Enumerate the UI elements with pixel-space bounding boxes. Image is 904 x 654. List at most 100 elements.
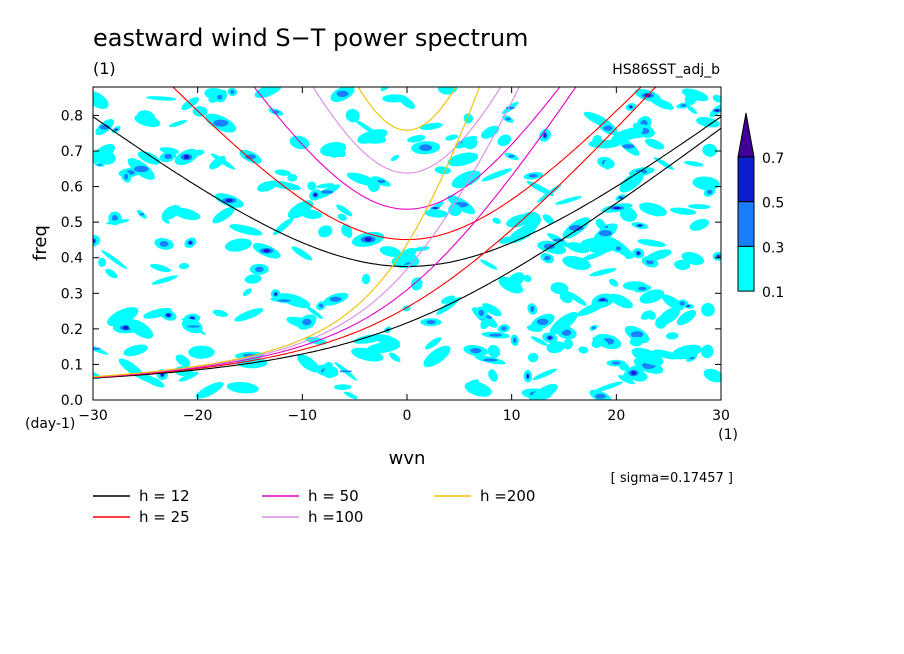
- contour-blob: [242, 288, 252, 296]
- legend-label: h = 25: [139, 508, 190, 526]
- contour-blob: [192, 106, 208, 117]
- contour-blob: [188, 345, 215, 359]
- contour-blob: [530, 336, 549, 346]
- contour-blob-mid: [164, 153, 173, 159]
- contour-blob-high: [189, 241, 192, 245]
- contour-blob: [644, 138, 665, 150]
- contour-blob: [195, 382, 224, 399]
- contour-blob: [593, 381, 624, 393]
- x-axis-unit: (1): [718, 427, 738, 443]
- contour-blob: [234, 308, 264, 322]
- y-tick-label: 0.5: [61, 215, 83, 231]
- dispersion-curve-ig: [357, 87, 457, 131]
- contour-blob: [178, 262, 190, 270]
- x-tick-label: 0: [403, 408, 412, 424]
- contour-blob: [287, 200, 314, 219]
- contour-blob-mid: [245, 154, 256, 160]
- contour-blob-high: [225, 198, 233, 203]
- contour-blob-high: [637, 251, 640, 255]
- contour-blob-high: [313, 193, 317, 197]
- contour-blob: [608, 278, 619, 287]
- dispersion-curve-ig: [312, 87, 502, 174]
- contour-blob-mid: [622, 144, 635, 149]
- contour-blob: [379, 246, 401, 257]
- contour-blob: [289, 135, 310, 150]
- y-tick-label: 0.2: [61, 322, 83, 338]
- contour-blob-high: [630, 371, 637, 375]
- contour-blob: [611, 127, 644, 143]
- contour-blob: [546, 341, 565, 354]
- contour-blob: [98, 257, 107, 267]
- dispersion-curve-kelvin: [93, 87, 481, 378]
- contour-blob-high: [161, 373, 164, 377]
- contour-blob-high: [637, 224, 642, 227]
- contour-blob-mid: [679, 301, 685, 306]
- colorbar-label: 0.3: [762, 240, 784, 256]
- contour-blob-high: [619, 196, 622, 199]
- contour-blob: [559, 292, 573, 304]
- contour-blob-mid: [217, 94, 223, 100]
- colorbar-segment: [737, 201, 755, 247]
- contour-blob: [609, 293, 633, 309]
- contour-blob: [212, 206, 235, 224]
- contour-blob: [175, 354, 191, 367]
- contour-blob: [161, 205, 181, 220]
- contour-blob: [549, 312, 578, 335]
- contour-blob-high: [629, 105, 632, 108]
- contour-blob: [388, 352, 401, 362]
- contour-blob-mid: [277, 299, 291, 302]
- x-tick-label: 30: [712, 408, 730, 424]
- contour-blob: [320, 142, 347, 157]
- contour-blob-mid: [505, 106, 515, 110]
- dispersion-curve-kelvin: [93, 87, 577, 378]
- contour-blob: [692, 176, 720, 191]
- contour-blob-high: [115, 128, 118, 131]
- contour-blob-high: [717, 255, 720, 258]
- contour-blob: [257, 181, 277, 192]
- contour-blob: [342, 225, 353, 238]
- contour-blob: [532, 368, 558, 381]
- contour-blob: [487, 344, 501, 358]
- x-tick-label: −10: [288, 408, 318, 424]
- contour-blob: [178, 371, 199, 382]
- contour-blob: [497, 134, 512, 147]
- contour-blob-mid: [591, 326, 596, 330]
- contour-blob: [407, 135, 426, 143]
- contour-blob-mid: [561, 329, 572, 336]
- contour-blob: [366, 341, 401, 354]
- contour-blob: [143, 374, 165, 388]
- y-tick-label: 0.7: [61, 144, 83, 160]
- contour-blob: [669, 207, 697, 215]
- contour-blob: [588, 139, 620, 149]
- contour-blob-mid: [568, 225, 584, 231]
- contour-blob-mid: [230, 89, 235, 94]
- contour-blob: [488, 369, 498, 382]
- contour-blob-high: [432, 207, 438, 209]
- contour-blob: [619, 363, 630, 371]
- contour-blob: [151, 275, 179, 285]
- dispersion-curves: [93, 87, 721, 379]
- x-tick-label: −20: [183, 408, 213, 424]
- contour-blob: [665, 332, 679, 340]
- contour-blob-mid: [187, 325, 201, 328]
- contour-blob-high: [364, 237, 372, 242]
- contour-blob-mid: [638, 286, 647, 291]
- contour-blob: [526, 181, 554, 196]
- power-contour-fill: [93, 87, 721, 400]
- y-tick-label: 0.8: [61, 108, 83, 124]
- contour-blob: [447, 152, 479, 167]
- contour-blob: [464, 381, 492, 397]
- contour-blob: [226, 381, 259, 394]
- contour-blob: [507, 272, 525, 288]
- colorbar-extend-arrow: [737, 112, 755, 158]
- contour-blob: [681, 88, 709, 102]
- contour-blob: [492, 217, 501, 224]
- contour-blob: [661, 294, 684, 311]
- contour-blob-mid: [336, 90, 349, 98]
- contour-blob-mid: [615, 246, 622, 251]
- dispersion-curve-kelvin: [93, 127, 721, 379]
- contour-blob-mid: [528, 174, 538, 178]
- contour-blob: [542, 214, 555, 225]
- contour-blob: [712, 94, 721, 103]
- contour-blob: [209, 155, 226, 170]
